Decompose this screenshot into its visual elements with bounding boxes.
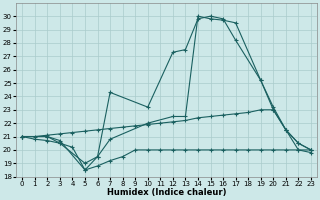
X-axis label: Humidex (Indice chaleur): Humidex (Indice chaleur) xyxy=(107,188,226,197)
